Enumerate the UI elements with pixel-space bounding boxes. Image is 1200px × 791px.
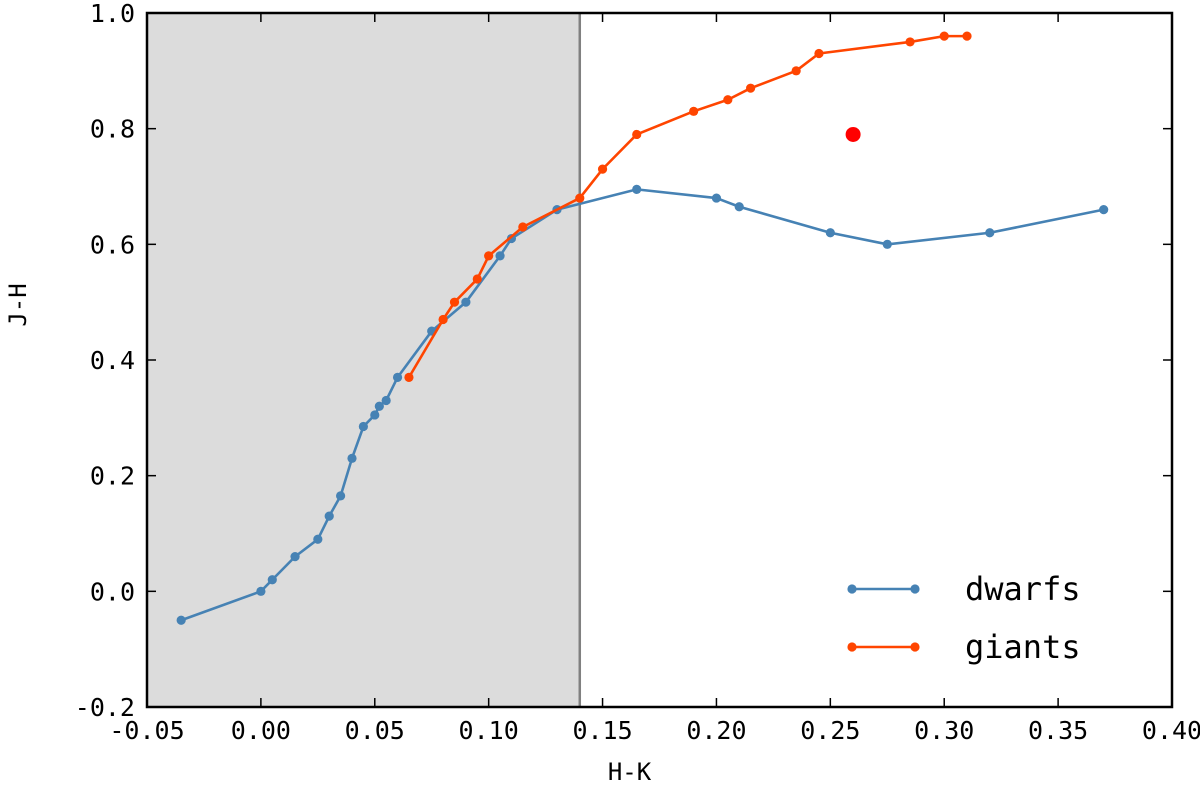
data-point-giants bbox=[518, 222, 528, 232]
x-tick-label: 0.05 bbox=[345, 716, 405, 745]
data-point-dwarfs bbox=[882, 239, 892, 249]
y-tick-label: 0.8 bbox=[90, 115, 135, 144]
series-layer bbox=[176, 31, 1109, 625]
x-tick-label: 0.15 bbox=[572, 716, 632, 745]
data-point-dwarfs bbox=[256, 586, 266, 596]
x-tick-label: 0.25 bbox=[800, 716, 860, 745]
data-point-dwarfs bbox=[711, 193, 722, 203]
data-point-dwarfs bbox=[176, 615, 186, 625]
data-point-dwarfs bbox=[290, 552, 300, 562]
data-point-giants bbox=[962, 31, 972, 41]
data-point-giants bbox=[575, 193, 585, 203]
data-point-dwarfs bbox=[267, 575, 277, 585]
data-point-dwarfs bbox=[495, 251, 505, 261]
data-point-dwarfs bbox=[336, 491, 346, 501]
data-point-dwarfs bbox=[381, 395, 391, 406]
data-point-dwarfs bbox=[358, 421, 368, 432]
y-tick-label: -0.2 bbox=[75, 693, 135, 722]
data-point-dwarfs bbox=[1099, 205, 1109, 215]
data-point-giants bbox=[905, 37, 915, 47]
data-point-giants bbox=[689, 106, 699, 116]
y-tick-label: 0.0 bbox=[90, 577, 135, 606]
legend-entry-dwarfs: dwarfs bbox=[847, 570, 1081, 608]
data-point-dwarfs bbox=[985, 228, 995, 238]
y-tick-label: 0.6 bbox=[90, 230, 135, 259]
legend-entry-giants: giants bbox=[847, 628, 1081, 666]
data-point-dwarfs bbox=[313, 534, 323, 544]
x-tick-label: 0.40 bbox=[1142, 716, 1200, 745]
x-axis-label: H-K bbox=[608, 758, 652, 786]
data-point-giants bbox=[597, 164, 608, 174]
ticks-layer: -0.05 0.00 0.05 0.10 0.15 0.20 0.25 0.30 0.35 0.4… bbox=[75, 0, 1200, 745]
data-point-dwarfs bbox=[374, 401, 384, 411]
legend-marker bbox=[910, 642, 920, 652]
y-tick-label: 0.4 bbox=[90, 346, 135, 375]
data-point-dwarfs bbox=[632, 184, 642, 194]
data-point-giants bbox=[404, 372, 414, 382]
data-point-giants bbox=[472, 274, 482, 284]
data-point-dwarfs bbox=[392, 372, 403, 382]
data-point-giants bbox=[723, 95, 733, 105]
x-tick-label: 0.20 bbox=[686, 716, 746, 745]
data-point-giants bbox=[939, 31, 949, 41]
legend-marker bbox=[847, 584, 857, 594]
data-point-giants bbox=[814, 48, 824, 59]
legend-label: giants bbox=[965, 628, 1081, 666]
highlight-point bbox=[845, 126, 861, 142]
legend-marker bbox=[910, 584, 920, 594]
shaded-region bbox=[147, 13, 580, 707]
legend-marker bbox=[847, 642, 857, 652]
y-tick-label: 1.0 bbox=[90, 0, 135, 28]
x-tick-label: 0.00 bbox=[231, 716, 291, 745]
series-giants bbox=[404, 31, 972, 382]
data-point-giants bbox=[484, 251, 494, 261]
x-tick-label: 0.30 bbox=[914, 716, 974, 745]
data-point-giants bbox=[791, 66, 801, 76]
y-axis-label: J-H bbox=[4, 283, 32, 326]
y-tick-label: 0.2 bbox=[90, 462, 135, 491]
data-point-giants bbox=[746, 83, 756, 93]
x-tick-label: 0.35 bbox=[1028, 716, 1088, 745]
data-point-giants bbox=[632, 129, 642, 140]
data-point-dwarfs bbox=[370, 410, 380, 420]
data-point-dwarfs bbox=[461, 297, 471, 307]
data-point-dwarfs bbox=[734, 202, 744, 212]
data-point-dwarfs bbox=[347, 453, 357, 463]
data-point-giants bbox=[449, 297, 460, 307]
data-point-dwarfs bbox=[825, 228, 835, 238]
series-dwarfs bbox=[176, 184, 1109, 625]
x-tick-label: -0.05 bbox=[109, 716, 184, 745]
data-point-dwarfs bbox=[324, 511, 334, 521]
legend-label: dwarfs bbox=[965, 570, 1081, 608]
x-tick-label: 0.10 bbox=[459, 716, 519, 745]
legend: dwarfs giants bbox=[847, 570, 1081, 666]
data-point-giants bbox=[438, 314, 448, 325]
